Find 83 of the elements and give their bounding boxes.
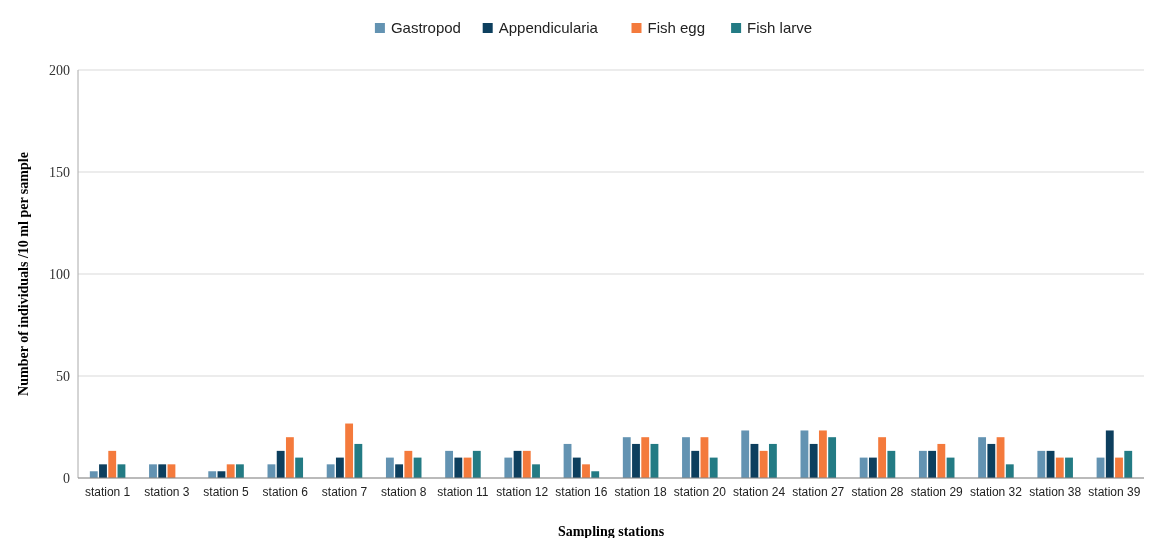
x-tick-label: station 12 xyxy=(496,485,549,499)
x-tick-label: station 18 xyxy=(614,485,667,499)
bar xyxy=(276,450,285,478)
y-tick-label: 150 xyxy=(49,164,70,180)
bar xyxy=(395,464,404,478)
x-tick-label: station 29 xyxy=(910,485,964,499)
bar xyxy=(1124,450,1133,478)
bar xyxy=(504,457,513,478)
bar xyxy=(404,450,413,478)
bar xyxy=(828,437,837,478)
bar xyxy=(158,464,167,478)
x-tick-label: station 11 xyxy=(437,485,489,499)
bar xyxy=(89,471,98,478)
bar xyxy=(1005,464,1014,478)
x-tick-label: station 39 xyxy=(1088,485,1141,499)
bar xyxy=(354,443,363,478)
bar xyxy=(768,443,777,478)
bar xyxy=(472,450,481,478)
bar xyxy=(226,464,235,478)
y-tick-label: 200 xyxy=(49,62,70,78)
bar xyxy=(641,437,650,478)
legend-label: Appendicularia xyxy=(498,19,599,36)
bar xyxy=(937,443,946,478)
bar xyxy=(532,464,540,478)
x-tick-label: station 7 xyxy=(321,485,368,499)
bar xyxy=(709,457,718,478)
bar xyxy=(335,457,344,478)
bar xyxy=(622,437,631,478)
x-tick-label: station 6 xyxy=(262,485,309,499)
bar xyxy=(918,450,927,478)
bar xyxy=(859,457,868,478)
bar xyxy=(878,437,887,478)
bar xyxy=(445,450,454,478)
bar xyxy=(285,437,294,478)
bar xyxy=(149,464,157,478)
y-tick-label: 50 xyxy=(56,368,70,384)
bar xyxy=(522,450,531,478)
bar xyxy=(978,437,987,478)
bar xyxy=(809,443,818,478)
bar xyxy=(1065,457,1073,478)
bar xyxy=(1115,457,1123,478)
bar xyxy=(759,450,768,478)
y-axis-title: Number of individuals /10 ml per sample xyxy=(16,152,31,396)
bar xyxy=(1105,430,1114,478)
x-tick-label: station 20 xyxy=(673,485,727,499)
x-tick-label: station 3 xyxy=(144,485,190,499)
x-tick-label: station 24 xyxy=(733,485,786,499)
bar xyxy=(345,423,354,478)
bar xyxy=(572,457,581,478)
legend-label: Fish egg xyxy=(647,19,706,36)
bar xyxy=(632,443,640,478)
x-tick-label: station 5 xyxy=(203,485,250,499)
x-tick-label: station 8 xyxy=(381,485,427,499)
bar xyxy=(818,430,827,478)
x-tick-label: station 38 xyxy=(1029,485,1082,499)
y-tick-label: 100 xyxy=(49,266,70,282)
bar xyxy=(99,464,107,478)
bar xyxy=(295,457,304,478)
x-tick-label: station 28 xyxy=(851,485,904,499)
bar xyxy=(887,450,896,478)
bar xyxy=(987,443,996,478)
legend-label: Fish larve xyxy=(747,19,813,36)
bar xyxy=(582,464,590,478)
bar xyxy=(928,450,937,478)
bar xyxy=(591,471,600,478)
bar xyxy=(108,450,117,478)
x-tick-label: station 27 xyxy=(792,485,845,499)
x-tick-label: station 32 xyxy=(969,485,1023,499)
bar xyxy=(454,457,463,478)
x-tick-label: station 16 xyxy=(555,485,608,499)
bar xyxy=(682,437,690,478)
bar xyxy=(868,457,877,478)
bar xyxy=(741,430,750,478)
bar xyxy=(235,464,244,478)
bar xyxy=(1037,450,1046,478)
bar xyxy=(326,464,335,478)
bar xyxy=(208,471,217,478)
y-tick-label: 0 xyxy=(63,470,70,486)
bar xyxy=(691,450,700,478)
x-tick-label: station 1 xyxy=(84,485,131,499)
bar xyxy=(385,457,394,478)
legend-label: Gastropod xyxy=(390,19,461,36)
bar xyxy=(1055,457,1064,478)
